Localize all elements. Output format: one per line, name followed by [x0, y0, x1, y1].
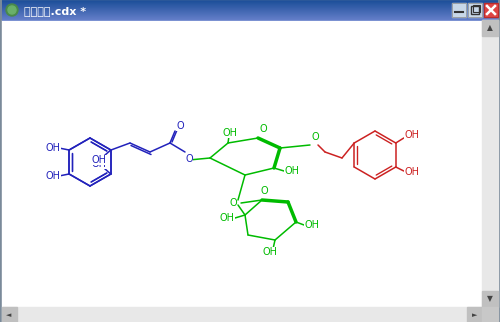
Circle shape [6, 4, 18, 16]
Bar [471, 6, 479, 14]
Bar [473, 5, 480, 12]
Text: O: O [176, 121, 184, 131]
Text: 化学结构.cdx *: 化学结构.cdx * [24, 6, 86, 16]
Text: O: O [311, 132, 319, 142]
Bar [2, 307, 17, 322]
Bar [2, 20, 482, 307]
Text: ◄: ◄ [6, 312, 12, 318]
Text: OH: OH [92, 155, 106, 165]
Text: OH: OH [92, 159, 106, 169]
Text: OH: OH [404, 167, 419, 177]
Circle shape [8, 6, 16, 14]
Bar [452, 3, 466, 17]
Text: O: O [259, 124, 267, 134]
Bar [482, 307, 498, 322]
Bar [60, 130, 130, 195]
Bar [468, 3, 482, 17]
Text: OH: OH [404, 130, 419, 140]
Text: OH: OH [46, 171, 60, 181]
Bar [452, 3, 466, 17]
Bar [482, 291, 498, 307]
Text: OH: OH [304, 220, 320, 230]
Text: OH: OH [262, 247, 278, 257]
Bar [482, 20, 498, 36]
Bar [484, 3, 498, 17]
Text: ▲: ▲ [487, 24, 493, 33]
Text: O: O [185, 154, 193, 164]
Bar [2, 307, 482, 322]
Bar [468, 3, 482, 17]
Text: ►: ► [472, 312, 478, 318]
Text: OH: OH [46, 143, 60, 153]
Bar [482, 20, 498, 307]
Text: O: O [229, 198, 237, 208]
Text: OH: OH [222, 128, 238, 138]
Text: ▼: ▼ [487, 295, 493, 304]
Bar [484, 3, 498, 17]
Text: O: O [260, 186, 268, 196]
Text: OH: OH [220, 213, 234, 223]
Text: OH: OH [284, 166, 300, 176]
Bar [467, 307, 482, 322]
